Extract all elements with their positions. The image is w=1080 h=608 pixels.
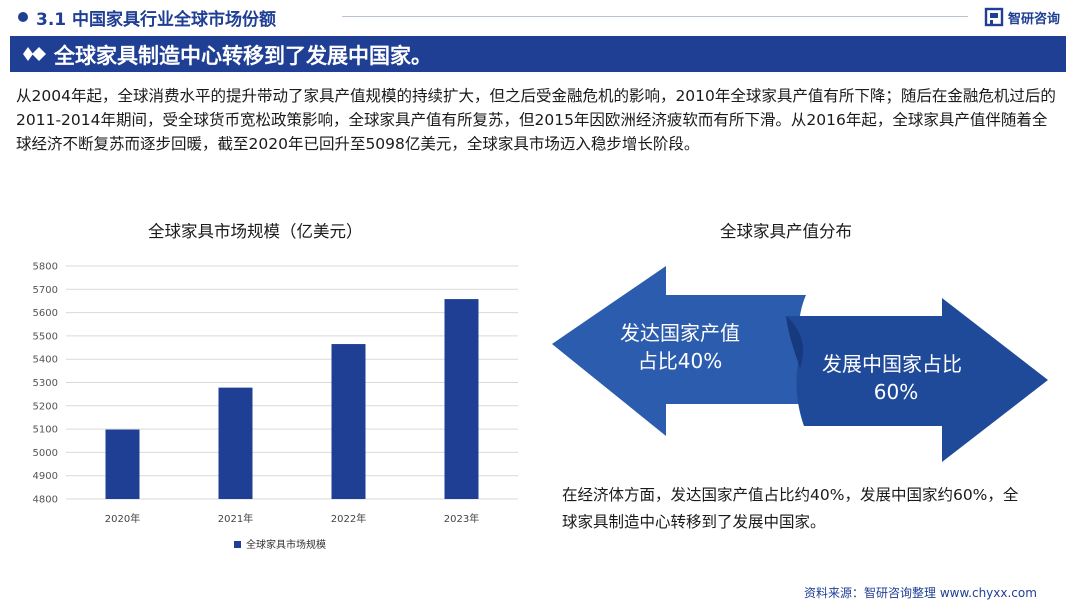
- bar: [105, 429, 140, 499]
- y-tick-label: 5000: [33, 448, 58, 459]
- developing-label-line2: 60%: [874, 380, 918, 404]
- y-tick-label: 5700: [33, 285, 58, 296]
- x-tick-label: 2023年: [444, 512, 479, 525]
- y-tick-label: 5600: [33, 308, 58, 319]
- header-divider: [342, 16, 968, 17]
- x-tick-label: 2020年: [105, 512, 140, 525]
- intro-paragraph: 从2004年起，全球消费水平的提升带动了家具产值规模的持续扩大，但之后受金融危机…: [16, 87, 1056, 153]
- distribution-arrows: 发达国家产值 占比40% 发展中国家占比 60%: [552, 266, 1048, 462]
- brand-name: 智研咨询: [1008, 11, 1061, 27]
- y-axis-ticks: 4800 4900 5000 5100 5200 5300 5400 5500 5600 5700…: [33, 262, 58, 506]
- grid-layer: [66, 265, 518, 500]
- section-bullet-icon: [18, 12, 28, 22]
- bar-chart-title: 全球家具市场规模（亿美元）: [148, 222, 363, 241]
- x-axis-ticks: 2020年 2021年 2022年 2023年: [105, 512, 479, 525]
- developed-label-line1: 发达国家产值: [620, 321, 740, 345]
- legend-swatch: [234, 541, 241, 548]
- distribution-note: 在经济体方面，发达国家产值占比约40%，发展中国家约60%，全球家具制造中心转移…: [562, 486, 1019, 531]
- distribution-title: 全球家具产值分布: [720, 222, 852, 241]
- legend-label: 全球家具市场规模: [246, 538, 326, 551]
- developed-label-line2: 占比40%: [638, 349, 722, 373]
- brand: 智研咨询: [984, 7, 1060, 27]
- source-note: 资料来源：智研咨询整理 www.chyxx.com: [804, 586, 1037, 600]
- x-tick-label: 2021年: [218, 512, 253, 525]
- section-title: 3.1 中国家具行业全球市场份额: [36, 10, 277, 30]
- y-tick-label: 5800: [33, 262, 58, 273]
- y-tick-label: 5300: [33, 378, 58, 389]
- y-tick-label: 5400: [33, 355, 58, 366]
- y-tick-label: 4900: [33, 471, 58, 482]
- top-bar: 3.1 中国家具行业全球市场份额 智研咨询: [0, 0, 1080, 34]
- legend: 全球家具市场规模: [234, 538, 326, 551]
- ribbon-fold: [786, 316, 804, 368]
- headline-banner: 全球家具制造中心转移到了发展中国家。: [10, 36, 1066, 72]
- bar: [218, 387, 253, 499]
- bar-layer: [105, 299, 479, 499]
- developing-label-line1: 发展中国家占比: [822, 352, 962, 376]
- x-tick-label: 2022年: [331, 512, 366, 525]
- market-size-bar-chart: 4800 4900 5000 5100 5200 5300 5400 5500 5600 5700…: [33, 262, 518, 551]
- diamond-bullet-icon: [23, 47, 46, 61]
- y-tick-label: 5500: [33, 331, 58, 342]
- y-tick-label: 5200: [33, 401, 58, 412]
- brand-logo-icon: [984, 7, 1004, 27]
- headline-text: 全球家具制造中心转移到了发展中国家。: [54, 44, 432, 68]
- y-tick-label: 4800: [33, 495, 58, 506]
- developing-arrow: [786, 298, 1048, 462]
- bar: [444, 299, 479, 499]
- developed-arrow: [552, 266, 808, 436]
- bar: [331, 344, 366, 499]
- y-tick-label: 5100: [33, 425, 58, 436]
